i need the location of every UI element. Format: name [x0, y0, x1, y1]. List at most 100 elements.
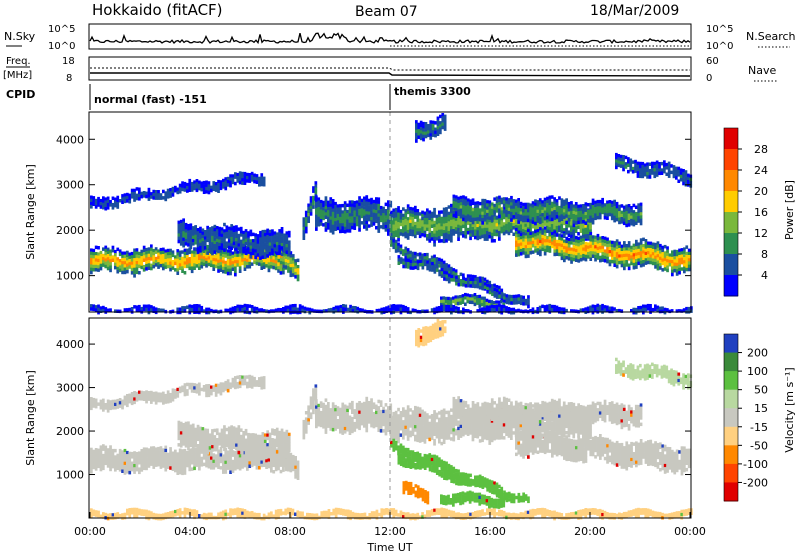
range-time-cell: [529, 209, 532, 214]
range-time-cell: [230, 230, 233, 234]
range-time-cell: [435, 230, 439, 235]
range-time-cell: [219, 252, 223, 256]
range-time-cell: [243, 257, 247, 262]
range-time-cell: [187, 227, 190, 231]
range-time-cell: [565, 211, 568, 215]
range-time-cell: [174, 465, 177, 470]
range-time-cell: [418, 252, 422, 256]
range-time-cell: [469, 233, 472, 237]
range-time-cell: [522, 244, 525, 249]
range-time-cell: [275, 242, 279, 246]
range-time-cell: [336, 210, 340, 215]
range-time-cell: [128, 399, 132, 404]
range-time-cell: [387, 222, 390, 227]
range-time-cell: [452, 232, 456, 236]
range-time-cell: [363, 206, 366, 210]
range-time-cell: [447, 296, 450, 301]
range-time-cell: [250, 460, 254, 464]
range-time-cell: [263, 245, 267, 250]
range-time-cell: [635, 255, 638, 260]
range-time-cell: [402, 261, 405, 266]
range-time-cell: [238, 171, 242, 175]
range-time-cell: [365, 227, 369, 231]
range-time-cell: [114, 259, 117, 263]
range-time-cell: [138, 393, 141, 398]
range-time-cell: [505, 223, 508, 228]
range-time-cell: [402, 249, 405, 253]
range-time-cell: [606, 213, 609, 217]
range-time-cell: [361, 308, 364, 312]
range-time-cell: [169, 453, 172, 457]
range-time-cell: [111, 202, 115, 207]
range-time-cell: [135, 458, 139, 462]
range-time-cell: [399, 310, 403, 315]
range-time-cell: [596, 206, 600, 210]
range-time-cell: [162, 250, 165, 255]
range-time-cell: [324, 205, 328, 210]
range-time-cell: [218, 230, 221, 234]
range-time-cell: [565, 256, 569, 260]
range-time-cell: [505, 200, 508, 204]
range-time-cell: [212, 462, 216, 467]
range-time-cell: [582, 253, 585, 258]
range-time-cell: [466, 201, 470, 206]
range-time-cell: [498, 198, 501, 203]
range-time-cell: [534, 239, 537, 244]
range-time-cell: [613, 244, 617, 248]
range-time-cell: [123, 448, 127, 453]
range-time-cell: [229, 180, 232, 185]
range-time-cell: [411, 210, 415, 214]
range-time-cell: [637, 309, 640, 313]
range-time-cell: [445, 223, 448, 227]
range-time-cell: [478, 294, 482, 299]
range-time-cell: [150, 244, 153, 248]
range-time-cell: [213, 231, 217, 235]
range-time-cell: [372, 215, 376, 220]
range-time-cell: [291, 467, 295, 472]
range-time-cell: [639, 171, 642, 175]
range-time-cell: [493, 210, 496, 214]
range-time-cell: [220, 243, 224, 247]
range-time-cell: [247, 231, 250, 235]
range-time-cell: [193, 450, 196, 455]
range-time-cell: [490, 229, 494, 233]
range-time-cell: [479, 285, 482, 290]
range-time-cell: [630, 309, 633, 313]
range-time-cell: [517, 214, 520, 218]
range-time-cell: [551, 241, 554, 245]
range-time-cell: [529, 247, 533, 252]
range-time-cell: [601, 210, 604, 215]
range-time-cell: [490, 284, 494, 288]
range-time-cell: [193, 453, 196, 458]
range-time-cell: [392, 245, 396, 250]
range-time-cell: [372, 206, 376, 210]
range-time-cell: [524, 302, 528, 306]
range-time-cell: [498, 288, 501, 293]
range-time-cell: [433, 214, 436, 218]
range-time-cell: [411, 251, 415, 256]
range-time-cell: [682, 181, 685, 186]
range-time-cell: [471, 211, 475, 215]
range-time-cell: [279, 453, 283, 457]
range-time-cell: [104, 248, 108, 253]
range-time-cell: [246, 464, 249, 468]
range-time-cell: [610, 207, 614, 211]
range-time-cell: [123, 308, 127, 312]
range-time-cell: [157, 453, 160, 457]
range-time-cell: [126, 250, 129, 255]
range-time-cell: [510, 307, 513, 312]
range-time-cell: [404, 305, 408, 310]
range-time-cell: [135, 196, 139, 201]
range-time-cell: [474, 201, 477, 206]
slant-range-tick-label: 2000: [56, 224, 84, 237]
range-time-cell: [510, 215, 513, 219]
range-time-cell: [183, 471, 187, 475]
range-time-cell: [194, 231, 197, 235]
range-time-cell: [135, 270, 139, 275]
range-time-cell: [184, 242, 188, 246]
range-time-cell: [637, 252, 641, 256]
range-time-cell: [259, 250, 262, 254]
range-time-cell: [90, 270, 93, 275]
range-time-cell: [610, 213, 614, 217]
range-time-cell: [478, 229, 482, 233]
